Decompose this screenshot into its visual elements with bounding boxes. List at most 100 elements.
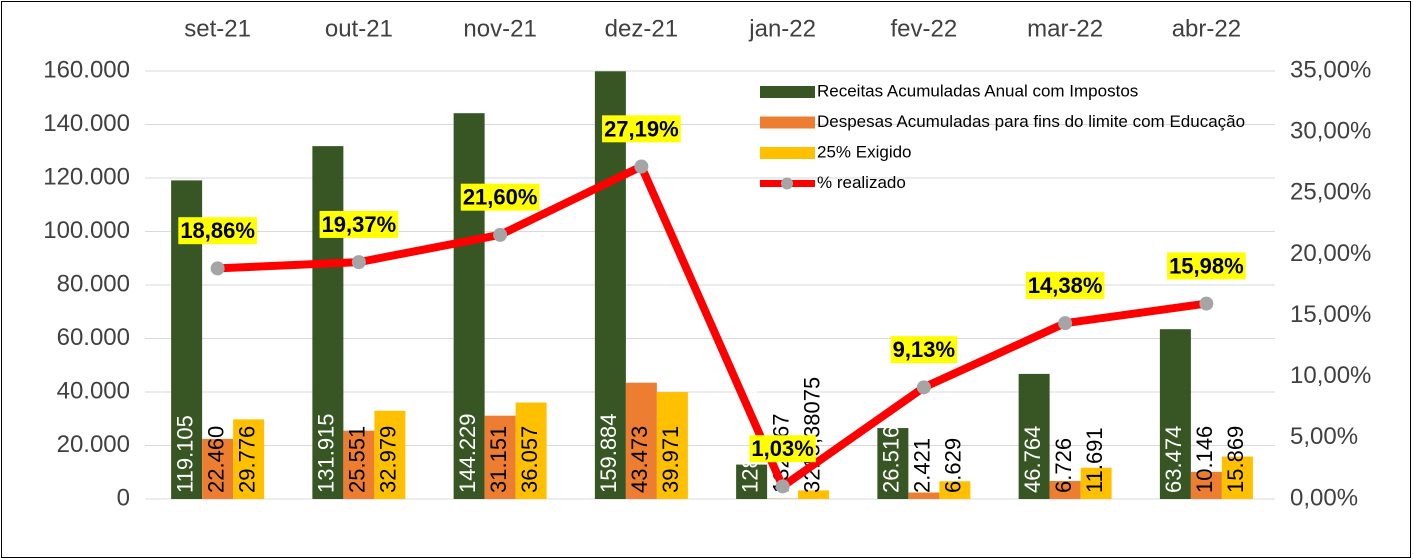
bar [798, 490, 830, 499]
y2-tick-label: 10,00% [1290, 362, 1371, 389]
point-label: 19,37% [319, 210, 399, 238]
bar-value-label: 26.516 [879, 426, 904, 493]
bar [374, 410, 406, 499]
line [217, 162, 1207, 491]
bar [515, 402, 547, 499]
x-tick-label: jan-22 [748, 15, 816, 42]
bar [1159, 329, 1191, 499]
y-tick-label: 80.000 [57, 270, 130, 297]
x-tick-label: nov-21 [463, 15, 536, 42]
y-tick-label: 140.000 [43, 110, 130, 137]
bar-value-label: 10.146 [1192, 426, 1217, 493]
bar-value-label: 22.460 [203, 426, 228, 493]
y2-tick-label: 5,00% [1290, 423, 1358, 450]
point-value-label: 27,19% [604, 116, 679, 141]
bar [484, 415, 516, 499]
point-value-label: 19,37% [322, 212, 397, 237]
y-tick-label: 20.000 [57, 431, 130, 458]
bar-value-label: 31.151 [486, 426, 511, 493]
bar-value-label: 159.884 [596, 413, 621, 493]
line-marker [634, 159, 649, 174]
x-tick-label: abr-22 [1172, 15, 1241, 42]
bar [1049, 481, 1081, 499]
point-value-label: 9,13% [893, 337, 955, 362]
legend-label: Despesas Acumuladas para fins do limite … [817, 112, 1245, 131]
y2-tick-label: 30,00% [1290, 117, 1371, 144]
bar [908, 492, 940, 499]
legend-label: 25% Exigido [817, 142, 912, 161]
point-label: 18,86% [178, 217, 257, 245]
y2-tick-label: 15,00% [1290, 301, 1371, 328]
bar [656, 392, 688, 499]
y-tick-label: 0 [117, 484, 130, 511]
bar-value-label: 15.869 [1223, 426, 1248, 493]
bar [1080, 467, 1112, 499]
y-tick-label: 100.000 [43, 217, 130, 244]
bar-value-label: 6.629 [941, 438, 966, 493]
bar [202, 438, 234, 499]
legend-label: Receitas Acumuladas Anual com Impostos [817, 81, 1138, 100]
line-marker [351, 255, 366, 270]
point-label-bg [1167, 252, 1246, 280]
bar-value-label: 46.764 [1020, 426, 1045, 493]
point-label-bg [890, 336, 958, 364]
line-marker [493, 227, 508, 242]
legend-swatch [760, 147, 815, 159]
line-marker [210, 261, 225, 276]
bar-value-label: 2.421 [910, 438, 935, 493]
bar [877, 428, 909, 499]
point-value-label: 15,98% [1169, 253, 1244, 278]
point-value-label: 18,86% [180, 218, 255, 243]
y2-tick-label: 0,00% [1290, 484, 1358, 511]
bar-value-label: 39.971 [658, 426, 683, 493]
bar-value-label: 11.691 [1082, 427, 1107, 493]
point-label: 1,03% [749, 435, 816, 463]
x-tick-label: mar-22 [1027, 15, 1103, 42]
bar [312, 146, 344, 499]
point-value-label: 1,03% [751, 436, 813, 461]
bar [736, 464, 768, 499]
y2-tick-label: 25,00% [1290, 179, 1371, 206]
bar-value-label: 25.551 [345, 426, 370, 493]
point-label-bg [749, 435, 816, 463]
point-label: 27,19% [602, 115, 681, 143]
bar [453, 113, 485, 499]
bar [1018, 373, 1050, 499]
point-label: 21,60% [460, 183, 540, 211]
bar [594, 71, 626, 499]
bar-value-label: 63.474 [1161, 426, 1186, 493]
legend-marker [781, 177, 793, 190]
y-tick-label: 160.000 [43, 56, 130, 83]
point-label-bg [460, 183, 540, 211]
bar [233, 419, 265, 499]
point-label-bg [319, 210, 399, 238]
bar-value-label: 29.776 [234, 426, 259, 493]
x-tick-label: fev-22 [891, 15, 958, 42]
line-marker [1199, 296, 1214, 311]
bar [1190, 471, 1222, 499]
line-marker [916, 380, 931, 395]
legend-swatch [760, 116, 815, 129]
point-label-bg [602, 115, 681, 143]
bar-value-label: 131.915 [314, 413, 339, 493]
bar-value-label: 43.473 [627, 426, 652, 493]
x-tick-label: dez-21 [605, 15, 678, 42]
y-tick-label: 40.000 [57, 377, 130, 404]
y2-tick-label: 20,00% [1290, 240, 1371, 267]
x-tick-label: out-21 [325, 15, 393, 42]
y-tick-label: 60.000 [57, 324, 130, 351]
legend-swatch [760, 86, 815, 98]
point-label: 9,13% [890, 336, 958, 364]
point-label-bg [178, 217, 257, 245]
y2-tick-label: 35,00% [1290, 56, 1371, 83]
point-label: 15,98% [1167, 252, 1246, 280]
bar-value-label: 6.726 [1051, 438, 1076, 493]
point-label-bg [1025, 271, 1105, 299]
bar-value-label: 32.979 [376, 426, 401, 493]
bar [343, 430, 375, 499]
y-tick-label: 120.000 [43, 163, 130, 190]
legend-label: % realizado [817, 173, 906, 192]
x-tick-label: set-21 [184, 15, 251, 42]
bar-value-label: 144.229 [455, 413, 480, 493]
